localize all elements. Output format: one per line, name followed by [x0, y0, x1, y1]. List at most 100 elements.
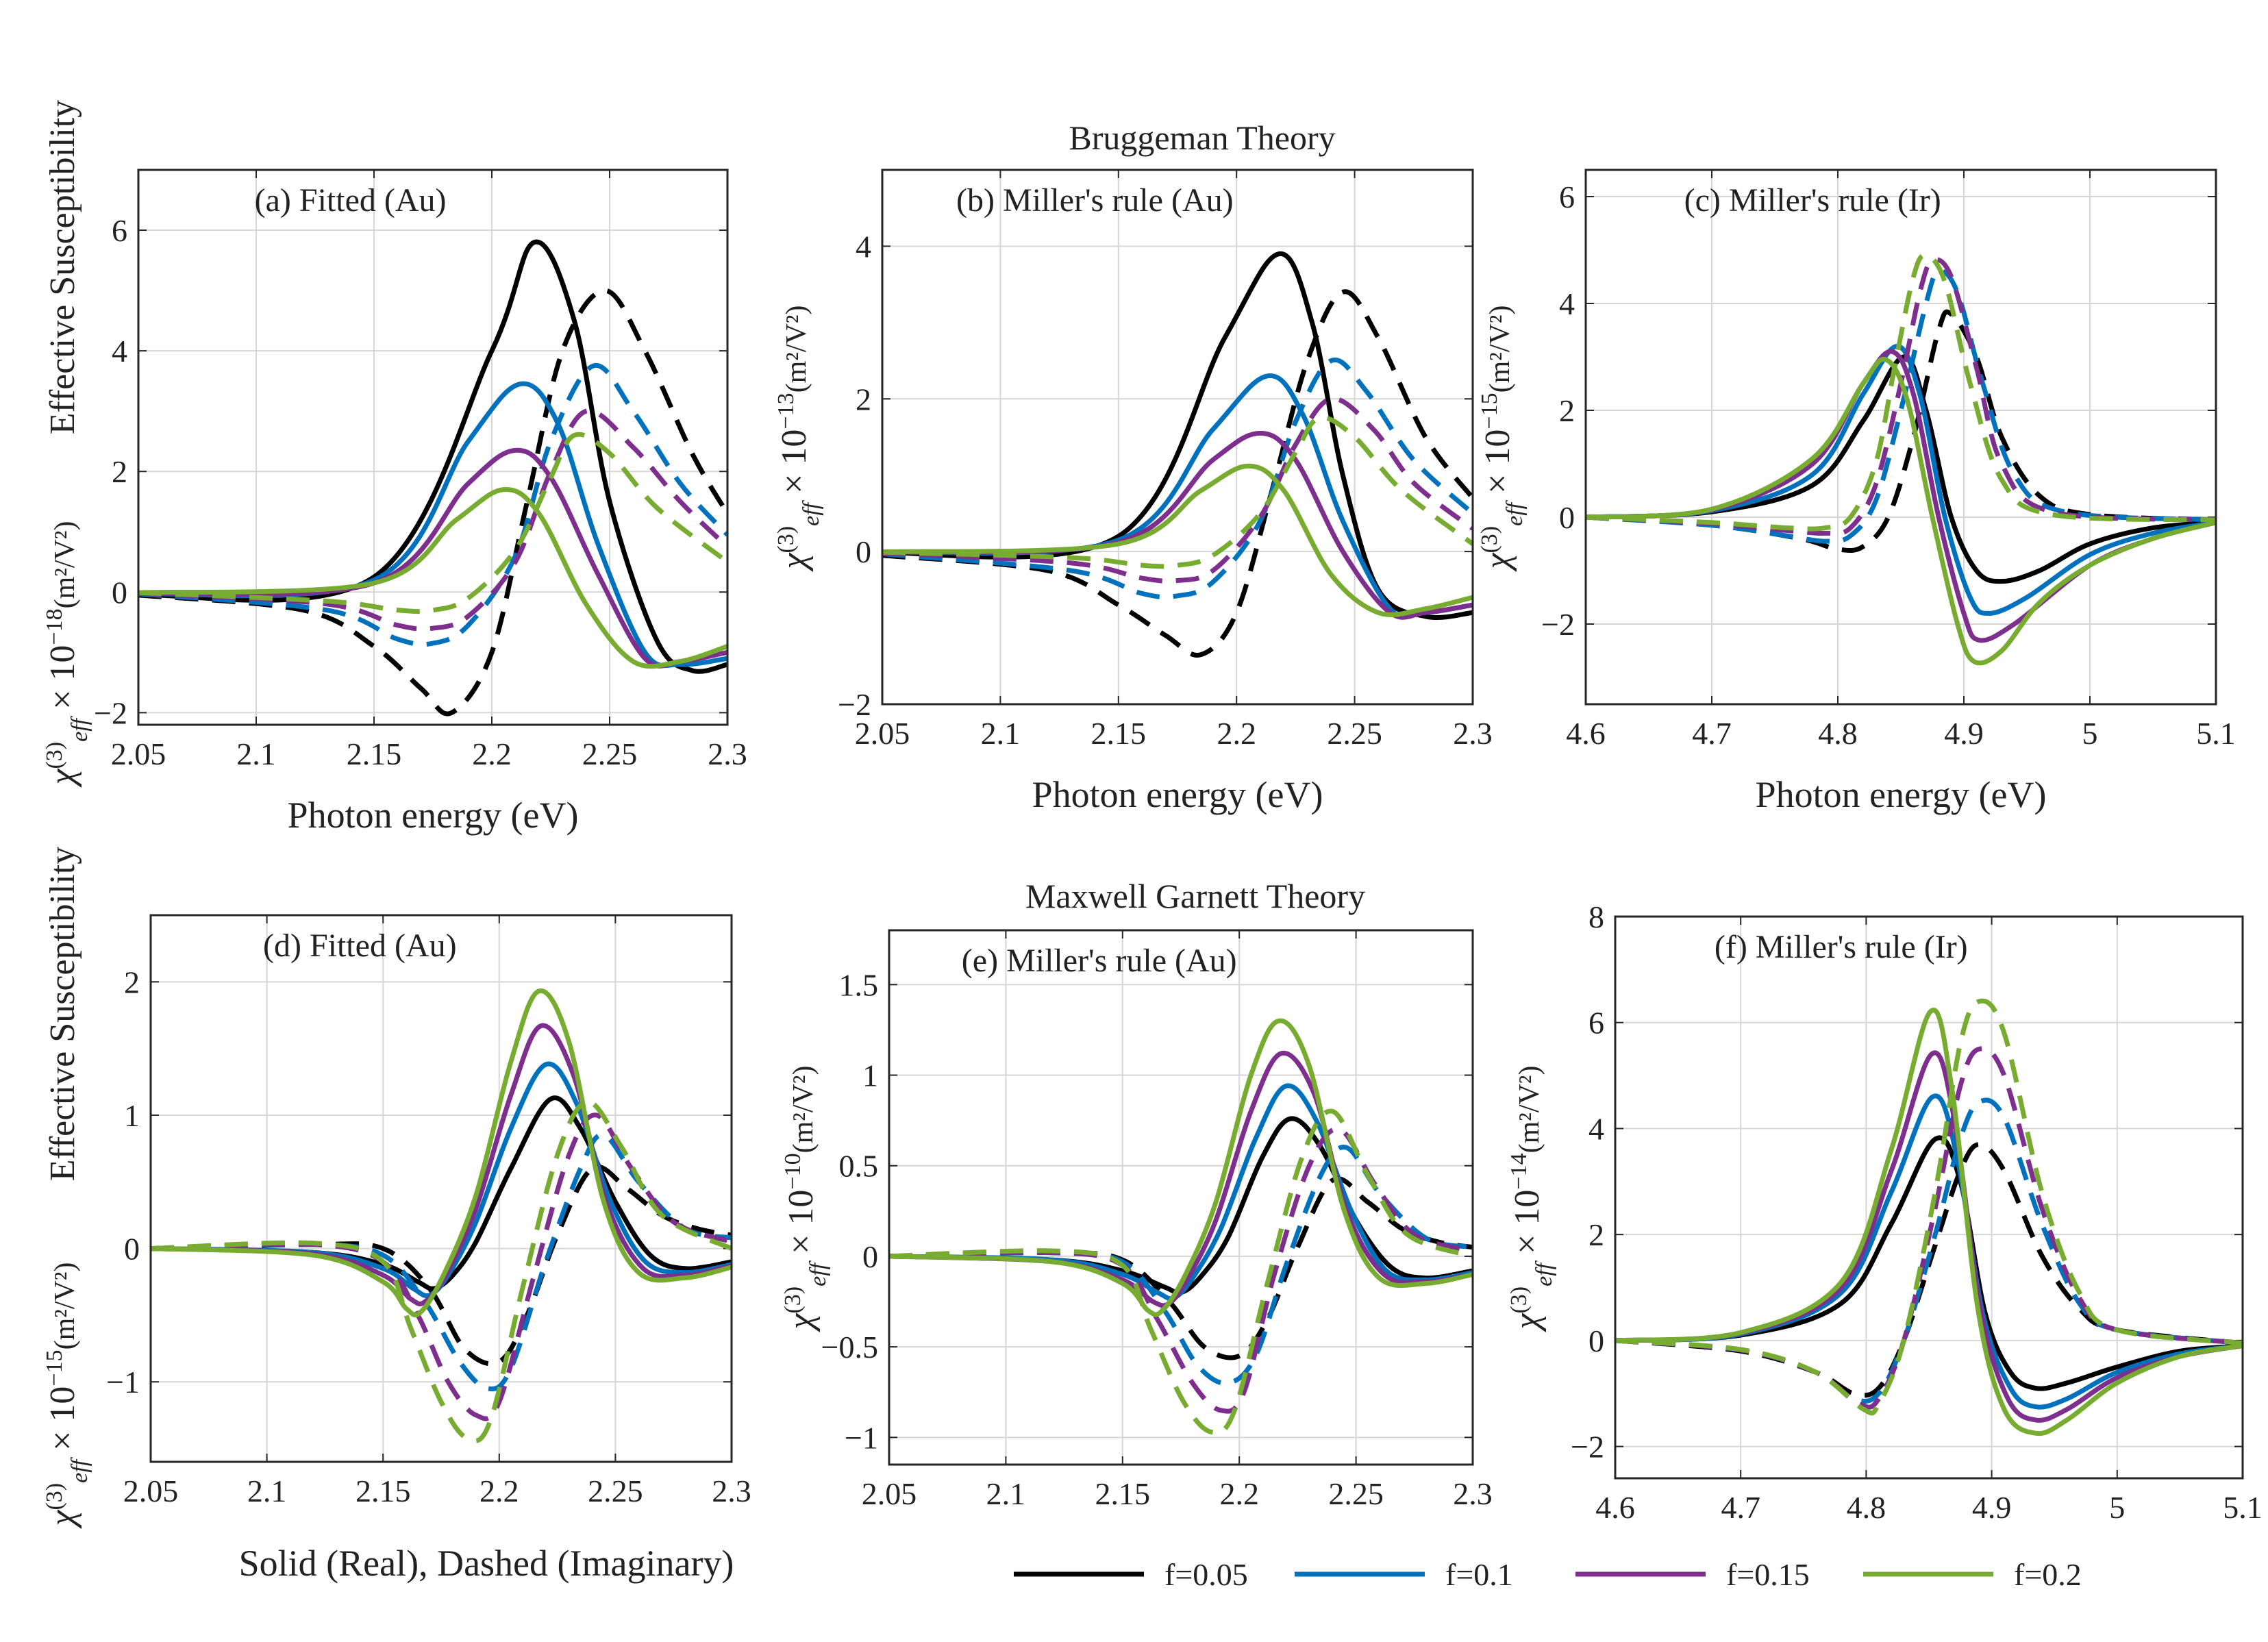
legend-item-f02: f=0.2 — [1863, 1557, 2082, 1592]
y-label-part: −13 — [773, 393, 799, 429]
series-real-f005 — [138, 239, 727, 674]
x-tick-label: 2.2 — [479, 1473, 519, 1508]
y-label-part: eff — [1502, 499, 1528, 526]
series-real-f02 — [889, 1018, 1473, 1317]
section-title-bruggeman: Bruggeman Theory — [1069, 119, 1335, 157]
y-label-part: (m²/V²) — [49, 1262, 81, 1350]
x-tick-label: 2.05 — [111, 736, 166, 771]
x-tick-label: 2.3 — [708, 736, 747, 771]
x-tick-label: 2.1 — [981, 716, 1021, 751]
y-tick-label: 1.5 — [839, 967, 879, 1002]
series-real-f01 — [138, 381, 727, 669]
axes-frame — [1614, 915, 2244, 1480]
y-label-part: eff — [1532, 1260, 1557, 1286]
y-tick-label: 2 — [112, 454, 127, 489]
y-label-part: × 10 — [775, 430, 814, 503]
x-axis-label: Photon energy (eV) — [1756, 774, 2047, 815]
series-real-f02 — [138, 487, 727, 669]
y-label-part: (3) — [42, 742, 67, 769]
axes-frame — [888, 929, 1474, 1466]
panel-title: (e) Miller's rule (Au) — [962, 943, 1237, 979]
legend: f=0.05 f=0.1 f=0.15 f=0.2 — [1014, 1557, 2082, 1592]
x-tick-label: 2.15 — [356, 1473, 411, 1508]
x-tick-label: 4.6 — [1595, 1490, 1635, 1525]
series-real-f01 — [151, 1061, 732, 1298]
y-label-part: × 10 — [1508, 1190, 1547, 1263]
x-tick-label: 2.1 — [236, 736, 276, 771]
chart-f: 4.6 4.7 4.8 4.9 5 5.1 −2 0 2 4 6 8 (f) Miller's rule… — [1506, 899, 2263, 1525]
x-tick-label: 2.05 — [123, 1473, 179, 1508]
panel-title: (f) Miller's rule (Ir) — [1715, 929, 1968, 965]
y-label-part: −10 — [780, 1153, 806, 1189]
section-title-maxwell-garnett: Maxwell Garnett Theory — [1025, 877, 1365, 915]
y-label-part: (3) — [42, 1483, 67, 1510]
series-imag-f015 — [882, 396, 1473, 584]
y-tick-label: 2 — [1588, 1217, 1604, 1252]
y-label-part: χ — [43, 768, 82, 788]
x-tick-label: 2.25 — [1328, 1476, 1384, 1511]
series-imag-f01 — [138, 362, 727, 647]
legend-item-f01: f=0.1 — [1295, 1557, 1513, 1592]
x-tick-label: 2.25 — [588, 1473, 643, 1508]
x-axis-label: Photon energy (eV) — [288, 795, 579, 836]
y-label-part: (3) — [1477, 526, 1502, 553]
series-group — [889, 1018, 1473, 1435]
x-tick-label: 2.15 — [347, 736, 402, 771]
chart-a: 2.05 2.1 2.15 2.2 2.25 2.3 −2 0 2 4 6 (a) Fitted (A… — [42, 169, 747, 836]
x-tick-label: 4.8 — [1818, 716, 1858, 751]
y-label-part: × 10 — [43, 645, 82, 719]
y-tick-label: −2 — [1541, 607, 1575, 642]
series-real-f01 — [889, 1083, 1473, 1302]
y-tick-label: −1 — [106, 1365, 140, 1400]
x-tick-label: 4.8 — [1847, 1490, 1886, 1525]
series-imag-f02 — [151, 1099, 732, 1443]
y-tick-label: 1 — [124, 1098, 140, 1133]
legend-item-f015: f=0.15 — [1575, 1557, 1810, 1592]
chart-b: 2.05 2.1 2.15 2.2 2.25 2.3 −2 0 2 4 (b) Miller's r… — [773, 169, 1493, 815]
y-tick-label: 2 — [1559, 393, 1575, 428]
series-real-f01 — [1586, 343, 2216, 616]
series-real-f005 — [1586, 354, 2216, 584]
x-tick-label: 4.9 — [1972, 1490, 2012, 1525]
axes-frame — [137, 169, 729, 726]
y-label-part: χ — [1508, 1313, 1547, 1332]
x-tick-label: 2.05 — [862, 1476, 917, 1511]
series-group — [1586, 253, 2216, 666]
y-label-part: eff — [806, 1260, 831, 1286]
y-tick-label: −2 — [1571, 1430, 1604, 1465]
series-group — [151, 988, 732, 1443]
x-tick-label: 2.1 — [986, 1476, 1026, 1511]
y-label-part: eff — [67, 715, 92, 742]
bottom-ylabel: Effective Susceptibility — [43, 847, 82, 1182]
y-tick-label: 0 — [112, 575, 127, 610]
y-tick-label: 6 — [1588, 1006, 1604, 1041]
y-label-part: (3) — [1506, 1286, 1532, 1314]
series-imag-f015 — [138, 408, 727, 632]
x-tick-label: 2.25 — [1327, 716, 1382, 751]
x-tick-label: 2.2 — [1219, 1476, 1259, 1511]
y-label-part: −18 — [42, 608, 67, 645]
y-label-part: −15 — [42, 1349, 67, 1386]
y-label-part: eff — [799, 499, 824, 526]
series-imag-f02 — [1615, 998, 2243, 1416]
series-real-f02 — [1586, 356, 2216, 666]
series-imag-f015 — [1586, 257, 2216, 536]
series-imag-f01 — [882, 357, 1473, 600]
series-imag-f02 — [1586, 253, 2216, 532]
y-tick-label: 2 — [856, 382, 871, 416]
legend-label: f=0.2 — [2014, 1557, 2082, 1592]
y-tick-label: −2 — [838, 687, 871, 722]
y-tick-label: 0 — [856, 534, 871, 569]
x-tick-label: 2.05 — [855, 716, 910, 751]
x-tick-label: 5 — [2109, 1490, 2125, 1525]
series-real-f02 — [882, 463, 1473, 617]
axes-frame — [149, 914, 733, 1463]
series-group — [138, 239, 727, 717]
y-tick-label: 0 — [1588, 1323, 1604, 1358]
legend-label: f=0.05 — [1164, 1557, 1248, 1592]
y-axis-label: χ(3)eff × 10−18(m²/V²) — [42, 521, 92, 788]
x-tick-label: 2.3 — [712, 1473, 751, 1508]
x-axis-label: Photon energy (eV) — [1032, 774, 1323, 815]
series-group — [1615, 998, 2243, 1436]
series-imag-f02 — [889, 1108, 1473, 1435]
